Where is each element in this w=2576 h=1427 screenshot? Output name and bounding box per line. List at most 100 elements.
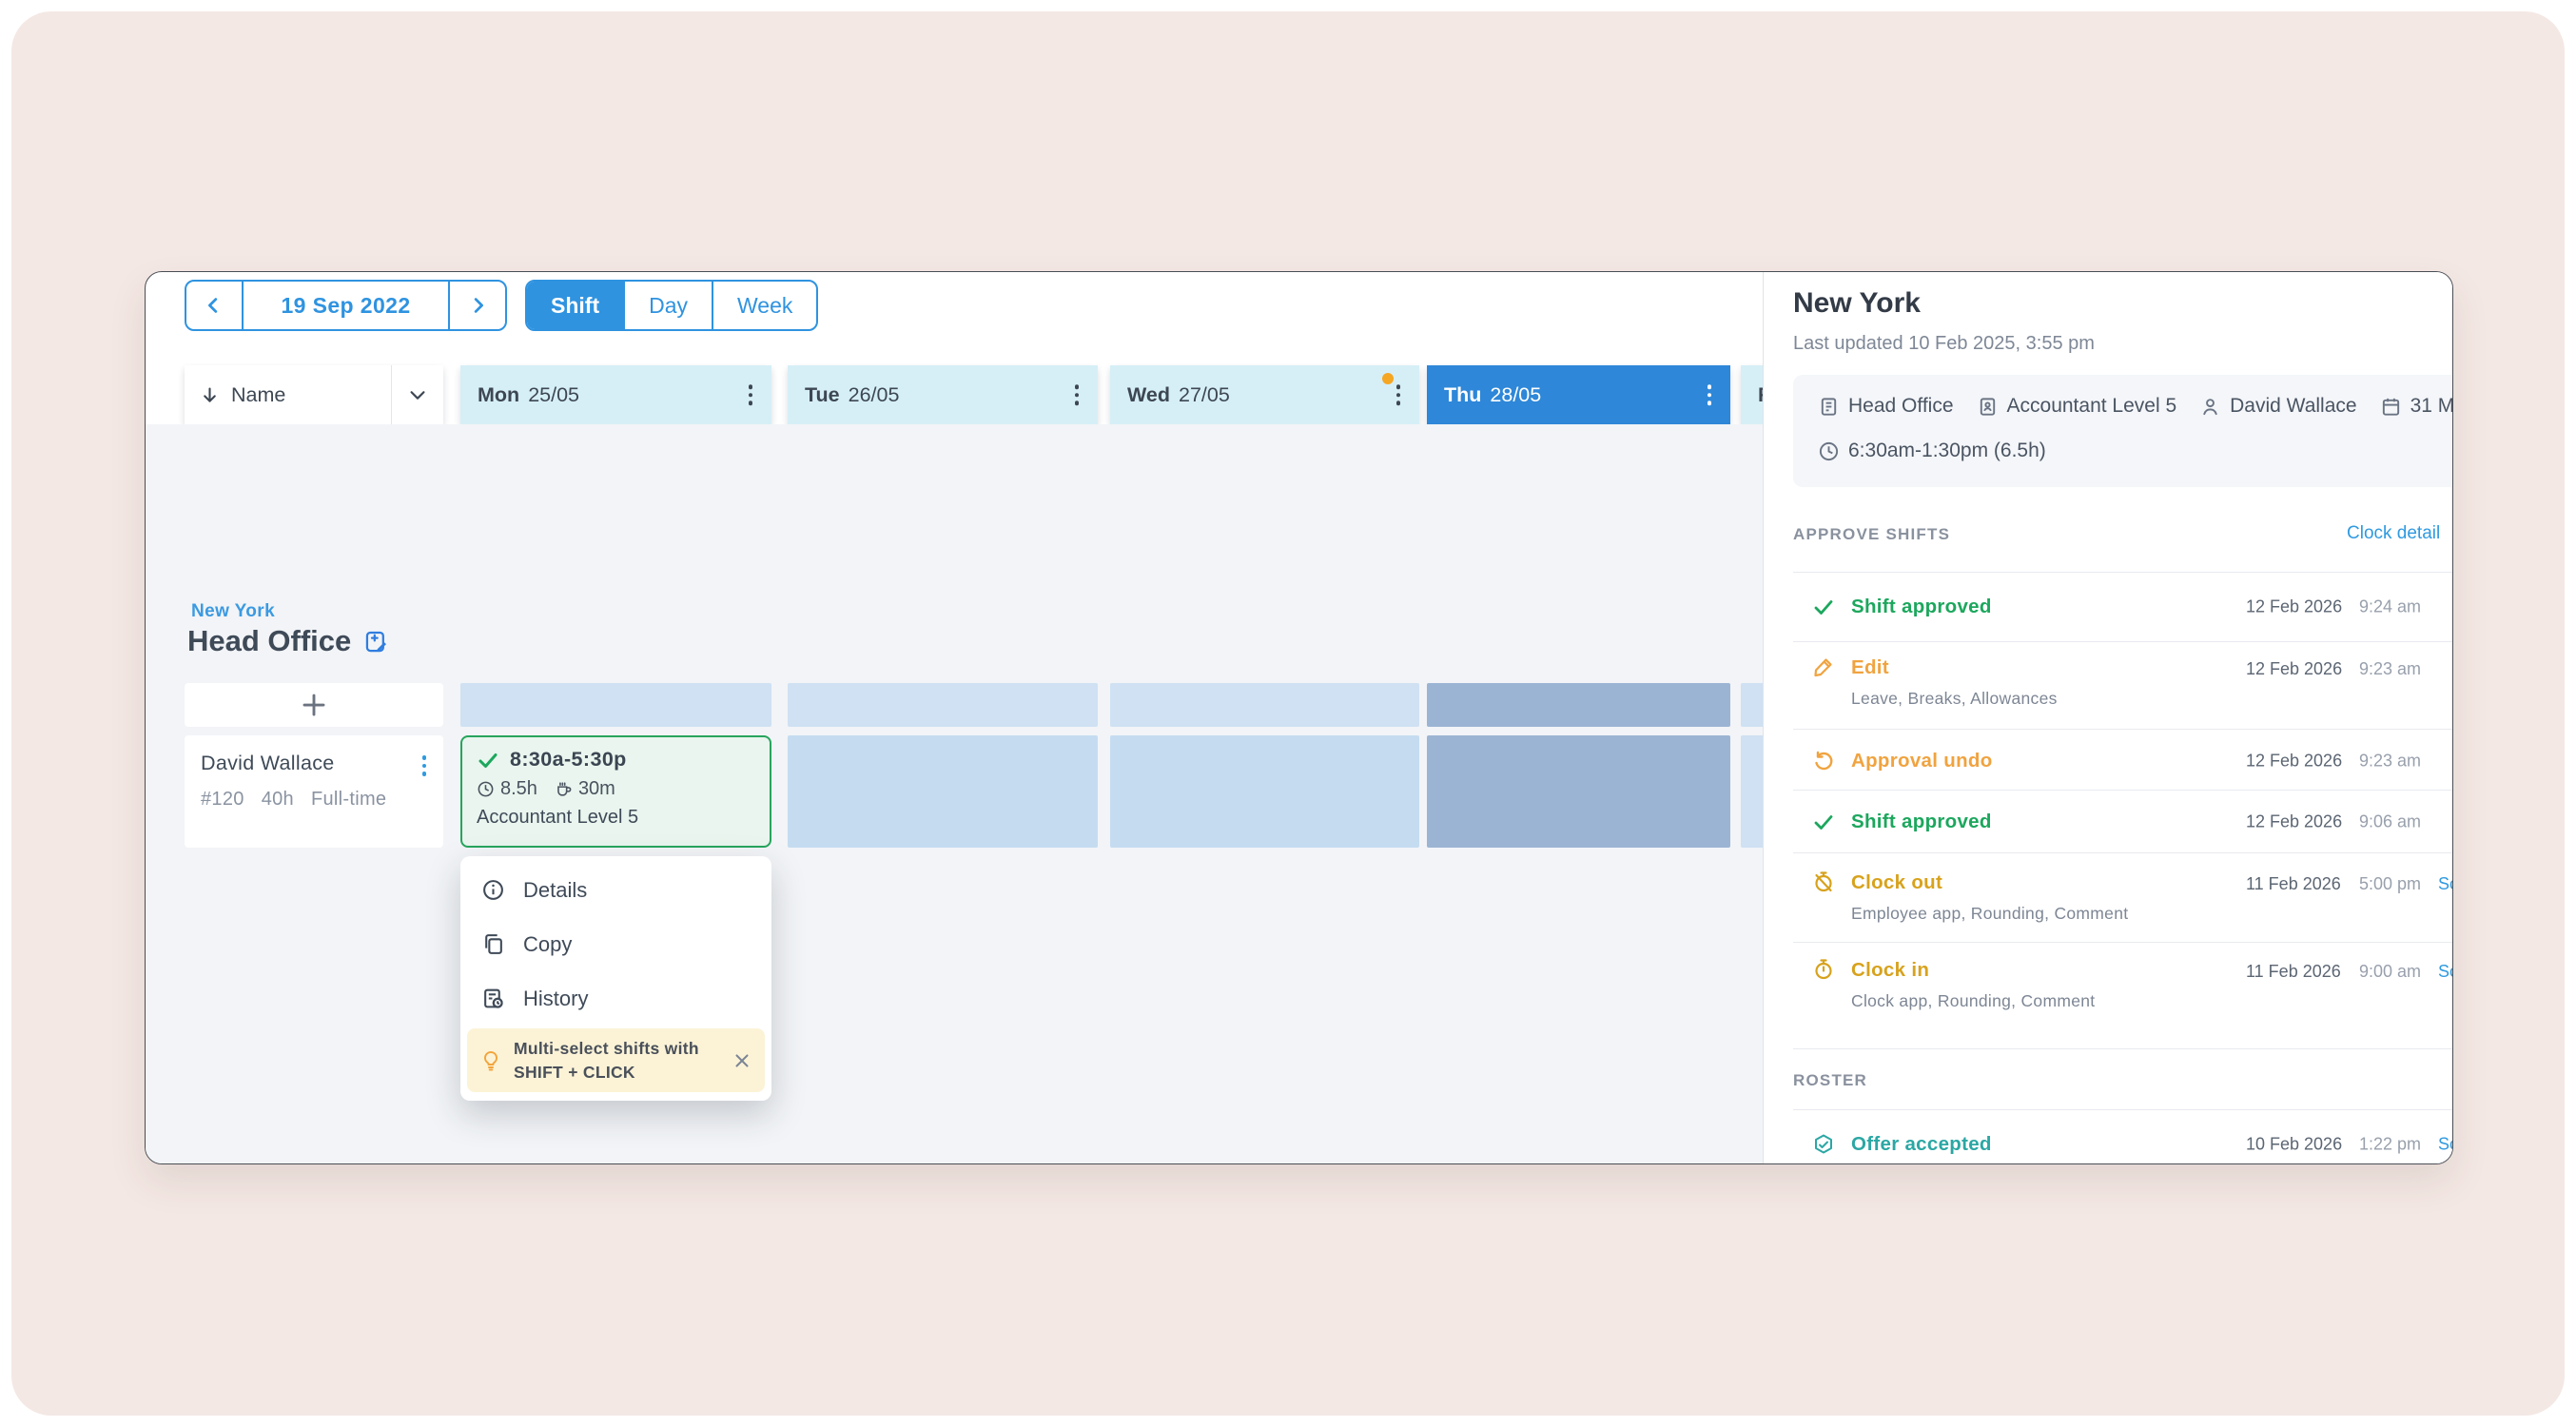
employee-meta: #120 40h Full-time bbox=[201, 789, 430, 811]
event-offer-accepted[interactable]: Offer accepted 10 Feb 2026 1:22 pm Sc bbox=[1764, 1124, 2452, 1163]
employee-name: David Wallace bbox=[201, 752, 335, 774]
employee-type: Full-time bbox=[310, 788, 387, 810]
event-date: 11 Feb 2026 bbox=[2246, 962, 2341, 981]
employee-card[interactable]: David Wallace #120 40h Full-time bbox=[185, 735, 443, 848]
day-menu-kebab-icon[interactable] bbox=[745, 381, 757, 409]
shift-detail-panel: New York Last updated 10 Feb 2025, 3:55 … bbox=[1763, 272, 2452, 1163]
summary-location: Head Office bbox=[1848, 395, 1954, 417]
approved-check-icon bbox=[477, 749, 499, 772]
current-date[interactable]: 19 Sep 2022 bbox=[242, 282, 450, 329]
close-icon[interactable] bbox=[732, 1050, 752, 1071]
day-menu-kebab-icon[interactable] bbox=[1071, 381, 1083, 409]
summary-employee: David Wallace bbox=[2230, 395, 2357, 417]
next-date-button[interactable] bbox=[450, 282, 505, 329]
divider bbox=[1793, 1109, 2452, 1110]
day-header-thu-selected[interactable]: Thu 28/05 bbox=[1427, 365, 1730, 424]
grid-cell-tue[interactable] bbox=[788, 683, 1098, 727]
day-date: 28/05 bbox=[1490, 382, 1542, 406]
event-time: 9:23 am bbox=[2359, 751, 2422, 771]
chevron-down-icon bbox=[407, 384, 428, 405]
event-time: 5:00 pm bbox=[2359, 874, 2422, 893]
event-label: Shift approved bbox=[1851, 596, 1992, 617]
lightbulb-icon bbox=[479, 1049, 502, 1072]
event-date: 12 Feb 2026 bbox=[2246, 751, 2343, 771]
panel-title: New York bbox=[1793, 287, 1921, 319]
day-menu-kebab-icon[interactable] bbox=[1704, 381, 1716, 409]
name-header-expander[interactable] bbox=[391, 365, 443, 424]
day-header-tue[interactable]: Tue 26/05 bbox=[788, 365, 1098, 424]
pencil-icon bbox=[1812, 655, 1835, 678]
event-subtext: Leave, Breaks, Allowances bbox=[1851, 689, 2058, 708]
employee-kebab-icon[interactable] bbox=[419, 752, 431, 780]
check-icon bbox=[1812, 596, 1835, 618]
view-switcher: Shift Day Week bbox=[525, 280, 819, 331]
event-label: Edit bbox=[1851, 656, 1889, 678]
divider bbox=[1793, 852, 2452, 853]
event-edit[interactable]: Edit Leave, Breaks, Allowances 12 Feb 20… bbox=[1764, 655, 2452, 715]
event-clock-out[interactable]: Clock out Employee app, Rounding, Commen… bbox=[1764, 870, 2452, 930]
add-employee-button[interactable] bbox=[185, 683, 443, 727]
name-header-label: Name bbox=[231, 382, 286, 406]
shift-time: 8:30a-5:30p bbox=[510, 748, 627, 771]
day-date: 26/05 bbox=[848, 382, 900, 406]
day-header-wed[interactable]: Wed 27/05 bbox=[1110, 365, 1419, 424]
roster-heading: ROSTER bbox=[1793, 1071, 1868, 1089]
break-cup-icon bbox=[555, 780, 573, 798]
grid-cell-tue[interactable] bbox=[788, 735, 1098, 848]
event-link[interactable]: Sc bbox=[2438, 874, 2452, 893]
menu-item-label: Details bbox=[523, 877, 588, 902]
multi-select-tip: Multi-select shifts with SHIFT + CLICK bbox=[467, 1028, 765, 1092]
event-subtext: Clock app, Rounding, Comment bbox=[1851, 991, 2096, 1010]
tip-text: Multi-select shifts with SHIFT + CLICK bbox=[514, 1039, 699, 1082]
shift-card[interactable]: 8:30a-5:30p 8.5h 30m bbox=[460, 735, 771, 848]
day-name: Thu bbox=[1444, 382, 1482, 406]
id-badge-icon bbox=[1977, 396, 1999, 418]
clock-details-link[interactable]: Clock detail bbox=[2347, 523, 2441, 543]
grid-cell-wed[interactable] bbox=[1110, 735, 1419, 848]
event-label: Approval undo bbox=[1851, 750, 1993, 772]
event-label: Shift approved bbox=[1851, 811, 1992, 832]
event-link[interactable]: Sc bbox=[2438, 1134, 2452, 1154]
event-clock-in[interactable]: Clock in Clock app, Rounding, Comment 11… bbox=[1764, 957, 2452, 1018]
clock-icon bbox=[1818, 440, 1840, 462]
panel-last-updated: Last updated 10 Feb 2025, 3:55 pm bbox=[1793, 333, 2095, 354]
day-date: 27/05 bbox=[1179, 382, 1230, 406]
event-date: 11 Feb 2026 bbox=[2246, 874, 2341, 893]
menu-item-details[interactable]: Details bbox=[460, 863, 771, 917]
event-date: 12 Feb 2026 bbox=[2246, 659, 2343, 678]
summary-line-2: 6:30am-1:30pm (6.5h) bbox=[1818, 440, 2046, 462]
event-shift-approved[interactable]: Shift approved 12 Feb 2026 9:24 am bbox=[1764, 588, 2452, 626]
view-tab-week[interactable]: Week bbox=[712, 282, 816, 329]
event-link[interactable]: Sc bbox=[2438, 962, 2452, 981]
name-column-header[interactable]: Name bbox=[185, 365, 443, 424]
calendar-icon bbox=[2380, 396, 2402, 418]
event-date: 12 Feb 2026 bbox=[2246, 811, 2343, 831]
offer-icon bbox=[1812, 1133, 1835, 1156]
divider bbox=[1793, 1048, 2452, 1049]
day-header-mon[interactable]: Mon 25/05 bbox=[460, 365, 771, 424]
event-shift-approved[interactable]: Shift approved 12 Feb 2026 9:06 am bbox=[1764, 805, 2452, 839]
menu-item-copy[interactable]: Copy bbox=[460, 917, 771, 971]
menu-item-history[interactable]: History bbox=[460, 971, 771, 1026]
day-name: Tue bbox=[805, 382, 840, 406]
day-menu-kebab-icon[interactable] bbox=[1393, 381, 1405, 409]
view-tab-day[interactable]: Day bbox=[623, 282, 712, 329]
shift-summary-card: Head Office Accountant Level 5 David Wal… bbox=[1793, 375, 2452, 487]
event-time: 9:06 am bbox=[2359, 811, 2422, 831]
summary-date: 31 M bbox=[2410, 395, 2452, 417]
menu-item-label: Copy bbox=[523, 931, 573, 956]
add-note-icon[interactable] bbox=[363, 629, 389, 655]
divider bbox=[1793, 641, 2452, 642]
stopwatch-icon bbox=[1812, 958, 1835, 981]
grid-cell-mon[interactable] bbox=[460, 683, 771, 727]
event-label: Clock out bbox=[1851, 871, 1943, 893]
grid-cell-wed[interactable] bbox=[1110, 683, 1419, 727]
location-label: New York bbox=[191, 601, 276, 621]
prev-date-button[interactable] bbox=[186, 282, 242, 329]
view-tab-shift[interactable]: Shift bbox=[527, 282, 624, 329]
app-window: 19 Sep 2022 Shift Day Week Name bbox=[145, 271, 2453, 1164]
grid-cell-thu[interactable] bbox=[1427, 735, 1730, 848]
grid-cell-thu[interactable] bbox=[1427, 683, 1730, 727]
event-approval-undo[interactable]: Approval undo 12 Feb 2026 9:23 am bbox=[1764, 744, 2452, 778]
